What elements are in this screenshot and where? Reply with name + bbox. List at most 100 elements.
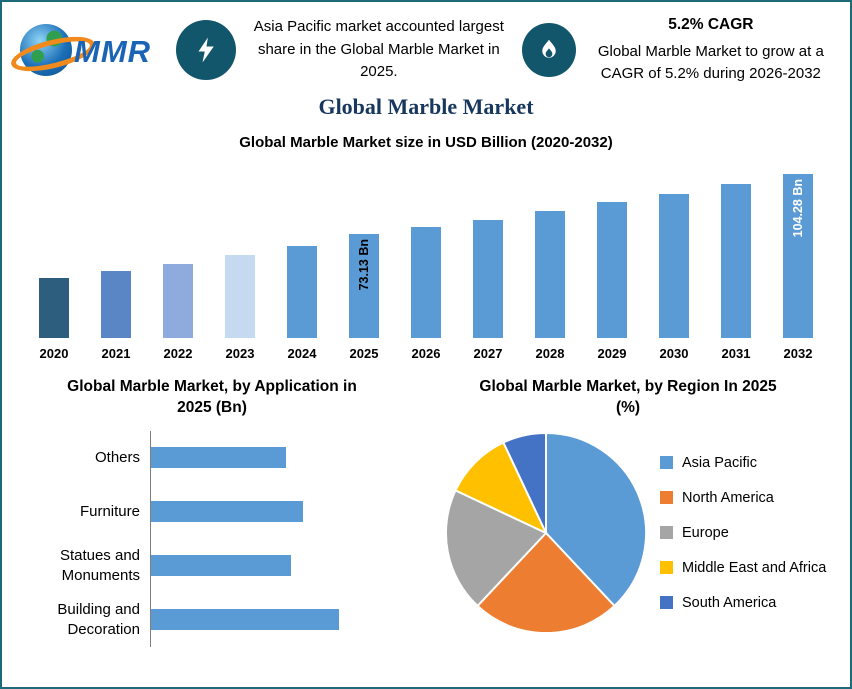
legend-swatch	[660, 456, 673, 470]
application-label: Statues and Monuments	[59, 547, 140, 584]
legend-label: North America	[682, 489, 774, 506]
x-axis-label-2031: 2031	[721, 346, 751, 361]
x-axis-label-2026: 2026	[411, 346, 441, 361]
market-size-chart-title: Global Marble Market size in USD Billion…	[239, 134, 613, 151]
pie-slice-middle-east-and-africa	[454, 441, 549, 535]
x-axis-label-2021: 2021	[101, 346, 131, 361]
x-axis-label-2027: 2027	[473, 346, 503, 361]
application-bar	[151, 501, 303, 523]
x-axis-label-2022: 2022	[163, 346, 193, 361]
bar-2024	[287, 246, 317, 338]
legend-label: Europe	[682, 524, 729, 541]
mmr-logo: MMR	[7, 10, 162, 90]
application-label: Furniture	[79, 503, 140, 521]
bar-column-2029: 2029	[586, 202, 638, 361]
bar-2025: 73.13 Bn	[349, 234, 379, 338]
legend-swatch	[660, 526, 673, 540]
application-chart: Global Marble Market, by Application in …	[2, 377, 406, 647]
application-bar-track	[150, 484, 406, 539]
cagr-description: Global Marble Market to grow at a CAGR o…	[597, 42, 824, 82]
lightning-glyph	[198, 37, 214, 63]
legend-item-asia-pacific: Asia Pacific	[660, 455, 826, 471]
application-row: Statues and Monuments	[18, 538, 406, 593]
pie-slice-europe	[445, 488, 548, 608]
application-bar-track	[150, 430, 406, 485]
application-bar	[151, 555, 291, 577]
pie-area: Asia Pacific North America Europe Middle Ea…	[406, 427, 850, 639]
bar-column-2020: 2020	[28, 278, 80, 361]
bar-2023	[225, 255, 255, 338]
application-bars: Others Furniture Statues and Monuments Buil…	[18, 430, 406, 647]
region-pie-chart	[445, 431, 648, 634]
x-axis-label-2028: 2028	[535, 346, 565, 361]
bar-column-2024: 2024	[276, 246, 328, 361]
region-chart-title: Global Marble Market, by Region In 2025 …	[479, 378, 777, 416]
application-bar	[151, 609, 339, 631]
legend-item-south-america: South America	[660, 595, 826, 611]
x-axis-label-2030: 2030	[659, 346, 689, 361]
bar-column-2028: 2028	[524, 211, 576, 361]
application-row: Building and Decoration	[18, 592, 406, 647]
bar-value-annotation: 73.13 Bn	[349, 239, 379, 290]
application-bar-track	[150, 538, 406, 593]
market-size-bar-chart: 2020 2021 2022 2023 2024 73.13 Bn 2025 2026 2027…	[2, 161, 850, 361]
legend-label: South America	[682, 594, 777, 611]
bar-column-2025: 73.13 Bn 2025	[338, 234, 390, 361]
region-chart: Global Marble Market, by Region In 2025 …	[406, 377, 850, 647]
bar-column-2021: 2021	[90, 271, 142, 361]
page-title: Global Marble Market	[318, 94, 534, 119]
legend-swatch	[660, 561, 673, 575]
pie-slice-asia-pacific	[545, 431, 648, 608]
application-label: Others	[94, 449, 140, 467]
x-axis-label-2025: 2025	[349, 346, 379, 361]
flame-icon	[521, 23, 576, 77]
bar-value-label: 104.28 Bn	[791, 179, 805, 238]
bar-2021	[101, 271, 131, 338]
logo-text: MMR	[74, 34, 152, 69]
bar-2026	[411, 227, 441, 338]
headline-callout: Asia Pacific market accounted largest sh…	[253, 18, 504, 81]
cagr-callout: 5.2% CAGR Global Marble Market to grow a…	[590, 16, 832, 85]
flame-glyph	[541, 39, 556, 58]
bottom-charts: Global Marble Market, by Application in …	[2, 377, 850, 647]
application-bar	[151, 447, 286, 469]
bar-2031	[721, 184, 751, 338]
bar-2028	[535, 211, 565, 338]
x-axis-label-2023: 2023	[225, 346, 255, 361]
bar-column-2026: 2026	[400, 227, 452, 361]
application-chart-title: Global Marble Market, by Application in …	[67, 378, 357, 416]
pie-slice-south-america	[502, 431, 547, 534]
pie-legend: Asia Pacific North America Europe Middle Ea…	[660, 455, 826, 611]
legend-item-europe: Europe	[660, 525, 826, 541]
application-row: Furniture	[18, 484, 406, 539]
cagr-value: 5.2% CAGR	[668, 15, 754, 33]
header: MMR Asia Pacific market accounted larges…	[2, 2, 850, 90]
bar-column-2022: 2022	[152, 264, 204, 361]
bar-column-2027: 2027	[462, 220, 514, 361]
x-axis-label-2029: 2029	[597, 346, 627, 361]
legend-label: Middle East and Africa	[682, 559, 827, 576]
x-axis-label-2020: 2020	[39, 346, 69, 361]
bar-2020	[39, 278, 69, 338]
legend-label: Asia Pacific	[682, 454, 757, 471]
legend-swatch	[660, 596, 673, 610]
bar-value-annotation: 104.28 Bn	[783, 179, 813, 237]
bar-column-2030: 2030	[648, 194, 700, 361]
application-label: Building and Decoration	[57, 601, 140, 638]
bar-2027	[473, 220, 503, 338]
bar-value-label: 73.13 Bn	[357, 239, 371, 291]
bar-column-2023: 2023	[214, 255, 266, 361]
globe-icon	[20, 24, 72, 76]
legend-swatch	[660, 491, 673, 505]
pie-slice-north-america	[476, 531, 616, 634]
x-axis-label-2032: 2032	[783, 346, 813, 361]
bar-2032: 104.28 Bn	[783, 174, 813, 338]
x-axis-label-2024: 2024	[287, 346, 317, 361]
legend-item-north-america: North America	[660, 490, 826, 506]
bar-column-2031: 2031	[710, 184, 762, 361]
application-bar-track	[150, 592, 406, 647]
bar-2029	[597, 202, 627, 338]
lightning-icon	[176, 20, 236, 80]
legend-item-middle-east-and-africa: Middle East and Africa	[660, 560, 826, 576]
